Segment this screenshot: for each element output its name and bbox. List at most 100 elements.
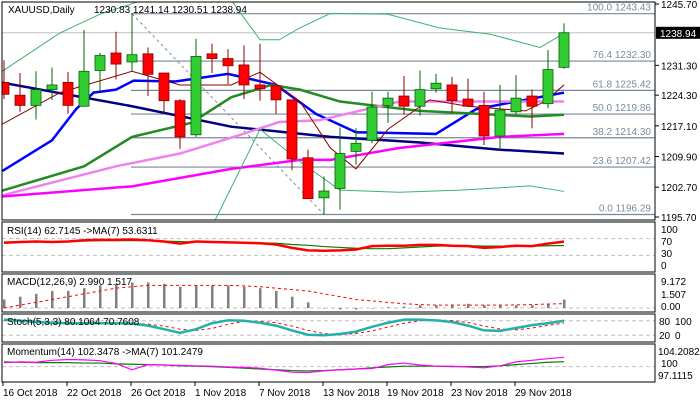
price-axis-label: 1231.30 <box>661 61 698 72</box>
bearish-candle <box>222 58 234 67</box>
bullish-candle <box>350 142 362 152</box>
fib-level-label: 61.8 1225.42 <box>593 79 652 90</box>
macd-panel[interactable] <box>2 282 655 310</box>
fib-level-label: 0.0 1196.29 <box>599 203 652 214</box>
price-axis-label: 1224.30 <box>661 91 698 102</box>
price-panel[interactable]: 100.0 1243.43 76.4 1232.30 61.8 1225.42 50.… <box>0 0 655 220</box>
momentum-panel[interactable] <box>2 356 655 374</box>
macd-histogram-bar <box>451 304 454 308</box>
macd-histogram-bar <box>115 283 118 308</box>
date-axis-label: 19 Nov 2018 <box>387 388 444 399</box>
macd-histogram-bar <box>307 302 310 308</box>
bullish-candle <box>318 190 330 199</box>
macd-histogram-bar <box>99 285 102 308</box>
date-axis-label: 13 Nov 2018 <box>323 388 380 399</box>
ohlc-readout: 1230.83 1241.14 1230.51 1238.94 <box>94 5 247 16</box>
macd-histogram-bar <box>243 286 246 308</box>
momentum-label: Momentum(14) 102.3478 ->MA(7) 101.2479 <box>7 347 203 358</box>
bearish-candle <box>2 81 10 95</box>
momentum-line <box>3 356 565 374</box>
bearish-candle <box>462 98 474 107</box>
rsi-line <box>3 238 565 253</box>
date-axis-label: 29 Nov 2018 <box>515 388 572 399</box>
macd-histogram-bar <box>67 290 70 308</box>
macd-panel-border <box>1 273 656 313</box>
current-price-badge <box>656 26 700 39</box>
rsi-panel-border <box>1 221 656 273</box>
macd-histogram-bar <box>515 305 518 308</box>
macd-histogram-bar <box>179 286 182 308</box>
bearish-candle <box>142 53 154 75</box>
rsi-panel[interactable] <box>2 238 655 256</box>
bullish-candle <box>126 54 138 63</box>
fib-trendline <box>131 13 325 215</box>
bollinger-lower-line <box>214 128 565 220</box>
date-axis-label: 7 Nov 2018 <box>259 388 311 399</box>
bearish-candle <box>238 64 250 86</box>
bullish-candle <box>334 153 346 189</box>
momentum-axis-label: 104.2082 <box>658 347 700 358</box>
momentum-panel-border <box>1 343 656 383</box>
macd-label: MACD(12,26,9) 2.990 1.517 <box>7 277 133 288</box>
bearish-candle <box>158 72 170 102</box>
bullish-candle <box>78 70 90 107</box>
fib-level-label: 50.0 1219.86 <box>593 103 652 114</box>
bearish-candle <box>206 53 218 59</box>
stoch-axis-label: 20 <box>659 331 671 342</box>
bearish-candle <box>478 104 490 137</box>
stoch-panel-border <box>1 313 656 343</box>
stoch-panel[interactable] <box>2 318 655 337</box>
macd-histogram-bar <box>163 283 166 308</box>
date-axis-label: 1 Nov 2018 <box>195 388 247 399</box>
date-axis-label: 23 Nov 2018 <box>451 388 508 399</box>
macd-histogram-bar <box>227 285 230 308</box>
macd-histogram-bar <box>547 303 550 308</box>
bearish-candle <box>302 157 314 200</box>
macd-axis-label: 0.00 <box>661 302 681 313</box>
price-panel-border <box>1 1 656 221</box>
macd-histogram-bar <box>323 308 326 309</box>
fib-level-label: 76.4 1232.30 <box>593 50 652 61</box>
bullish-candle <box>94 55 106 71</box>
bullish-candle <box>510 97 522 113</box>
macd-histogram-bar <box>531 305 534 308</box>
bullish-candle <box>494 109 506 137</box>
macd-signal-line <box>3 284 565 309</box>
rsi-axis-label: 70 <box>661 237 673 248</box>
bullish-candle <box>366 106 378 141</box>
macd-histogram-bar <box>339 308 342 310</box>
rsi-axis-label: 30 <box>661 249 673 260</box>
momentum-axis-label: 97.1115 <box>658 371 693 382</box>
bearish-candle <box>398 95 410 107</box>
bearish-candle <box>254 84 266 90</box>
current-price-label: 1238.94 <box>660 29 697 40</box>
fib-level-label: 38.2 1214.30 <box>593 127 652 138</box>
bullish-candle <box>190 55 202 136</box>
bearish-candle <box>174 100 186 138</box>
rsi-axis-label: 100 <box>661 225 678 236</box>
bullish-candle <box>46 84 58 91</box>
momentum-axis-label: 100 <box>661 359 678 370</box>
macd-histogram-bar <box>483 305 486 308</box>
macd-histogram-bar <box>355 308 358 310</box>
date-axis-label: 22 Oct 2018 <box>67 388 122 399</box>
macd-histogram-bar <box>259 288 262 308</box>
price-axis-label: 1245.70 <box>661 0 698 11</box>
fib-level-label: 100.0 1243.43 <box>587 3 651 14</box>
bullish-candle <box>30 89 42 106</box>
bullish-candle <box>430 82 442 90</box>
bearish-candle <box>286 99 298 160</box>
bearish-candle <box>110 52 122 65</box>
price-axis-label: 1195.70 <box>661 213 697 224</box>
price-axis-label: 1202.70 <box>661 183 698 194</box>
stoch-main-line <box>3 318 565 337</box>
macd-histogram-bar <box>19 296 22 308</box>
bollinger-upper-line <box>2 2 565 72</box>
macd-histogram-bar <box>387 307 390 308</box>
macd-histogram-bar <box>83 288 86 308</box>
bearish-candle <box>446 84 458 102</box>
ma-green-line <box>2 83 565 192</box>
macd-histogram-bar <box>467 303 470 308</box>
